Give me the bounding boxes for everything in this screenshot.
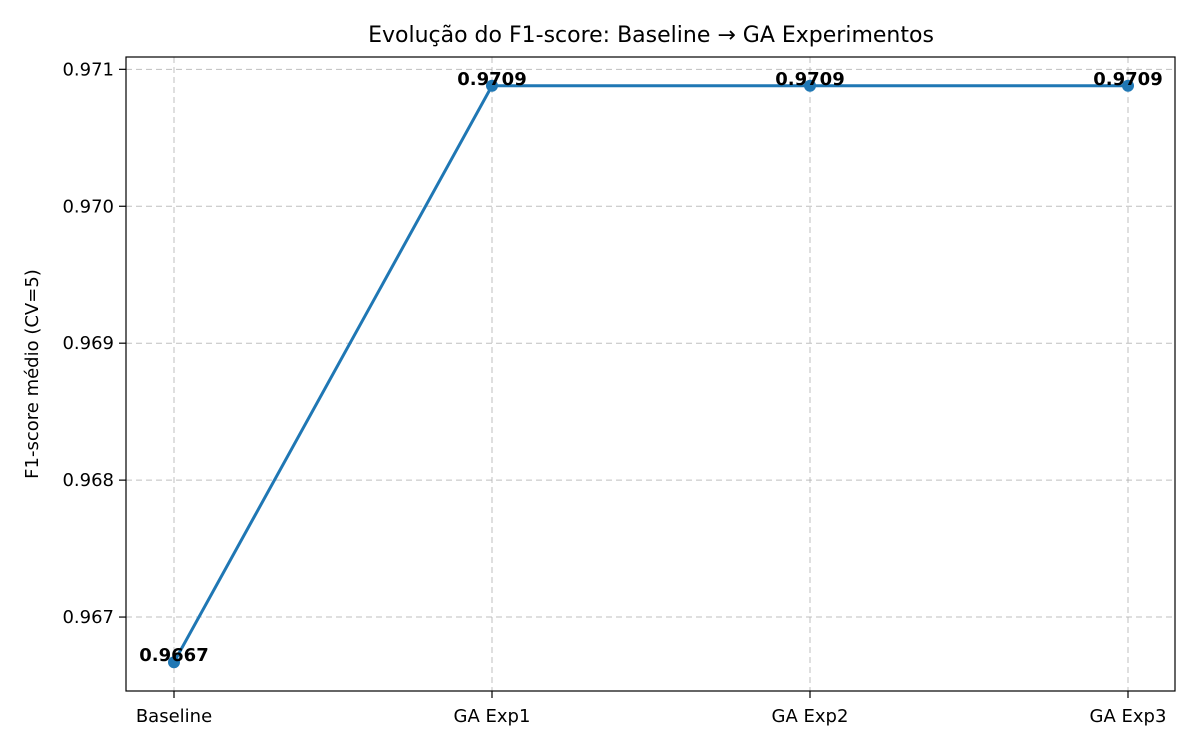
- y-tick-label: 0.968: [62, 470, 114, 491]
- axis-ticks: Baseline GA Exp1 GA Exp2 GA Exp3 0.967 0.968 0…: [62, 59, 1166, 727]
- y-axis-title: F1-score médio (CV=5): [22, 269, 43, 479]
- data-label: 0.9709: [1093, 69, 1162, 90]
- series-line: [172, 84, 1128, 663]
- y-tick-label: 0.970: [62, 196, 114, 217]
- data-label: 0.9709: [457, 69, 526, 90]
- data-label: 0.9709: [775, 69, 844, 90]
- series-layer: [168, 79, 1134, 669]
- data-point: [486, 79, 498, 92]
- data-point: [1122, 79, 1134, 92]
- data-label: 0.9667: [139, 645, 208, 666]
- x-tick-label: GA Exp2: [772, 706, 849, 727]
- plot-area-frame: [125, 56, 1176, 692]
- chart-title: Evolução do F1-score: Baseline → GA Expe…: [368, 23, 934, 48]
- data-point: [168, 656, 180, 669]
- y-tick-label: 0.969: [62, 333, 114, 354]
- y-tick-label: 0.971: [62, 59, 114, 80]
- grid-lines: [126, 57, 1175, 691]
- x-tick-label: GA Exp1: [454, 706, 531, 727]
- data-labels: 0.9667 0.9709 0.9709 0.9709: [139, 69, 1162, 666]
- x-tick-label: GA Exp3: [1090, 706, 1167, 727]
- x-tick-label: Baseline: [136, 706, 212, 727]
- y-tick-label: 0.967: [62, 607, 114, 628]
- data-point: [804, 79, 816, 92]
